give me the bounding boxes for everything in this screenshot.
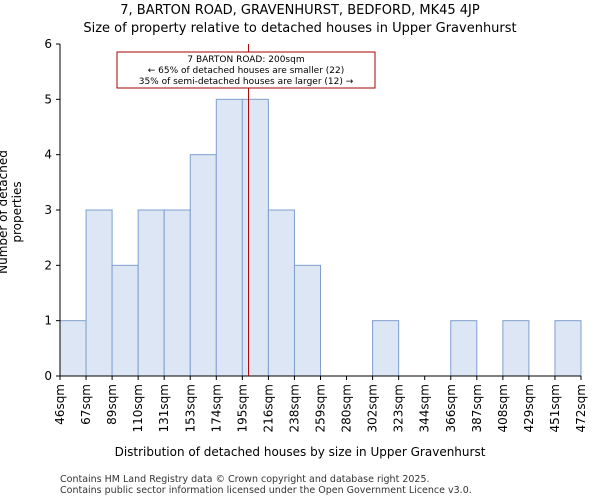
annotation-box: 7 BARTON ROAD: 200sqm ← 65% of detached … — [116, 51, 376, 89]
bar-174sqm — [215, 98, 243, 377]
x-tick-label: 89sqm — [105, 384, 119, 425]
footer: Contains HM Land Registry data © Crown c… — [60, 474, 472, 496]
x-tick-label: 280sqm — [340, 384, 354, 432]
y-tick-label: 4 — [44, 148, 52, 162]
bars-group — [59, 98, 582, 377]
x-tick-label: 153sqm — [183, 384, 197, 432]
bar-302sqm — [372, 320, 400, 377]
bar-46sqm — [59, 320, 87, 377]
x-tick-label: 451sqm — [548, 384, 562, 432]
x-tick-label: 302sqm — [366, 384, 380, 432]
x-tick-label: 110sqm — [131, 384, 145, 432]
x-tick-label: 195sqm — [235, 384, 249, 432]
chart-subtitle: Size of property relative to detached ho… — [83, 21, 517, 36]
bar-131sqm — [163, 209, 191, 377]
y-tick-label: 6 — [44, 37, 52, 51]
x-tick-label: 429sqm — [522, 384, 536, 432]
y-tick-label: 3 — [44, 203, 52, 217]
bar-408sqm — [502, 320, 530, 377]
x-tick-label: 387sqm — [470, 384, 484, 432]
x-tick-label: 67sqm — [79, 384, 93, 425]
footer-line-1: Contains HM Land Registry data © Crown c… — [60, 474, 430, 485]
x-tick-label: 216sqm — [261, 384, 275, 432]
x-tick-label: 174sqm — [209, 384, 223, 432]
bar-216sqm — [267, 209, 295, 377]
x-tick-label: 323sqm — [392, 384, 406, 432]
bar-153sqm — [189, 154, 217, 377]
bar-195sqm — [241, 98, 269, 377]
annotation-line-1: 7 BARTON ROAD: 200sqm — [187, 55, 304, 65]
bar-89sqm — [111, 264, 139, 377]
chart-title: 7, BARTON ROAD, GRAVENHURST, BEDFORD, MK… — [120, 3, 480, 18]
footer-line-2: Contains public sector information licen… — [60, 485, 472, 496]
x-axis: 46sqm 67sqm 89sqm 110sqm 131sqm 153sqm 174sqm 1… — [53, 375, 588, 432]
annotation-line-3: 35% of semi-detached houses are larger (… — [139, 77, 354, 87]
bar-366sqm — [450, 320, 478, 377]
y-axis: 0 1 2 3 4 5 6 — [44, 37, 61, 383]
y-tick-label: 1 — [44, 314, 52, 328]
bar-67sqm — [85, 209, 113, 377]
x-axis-label: Distribution of detached houses by size … — [114, 445, 486, 459]
x-tick-label: 366sqm — [444, 384, 458, 432]
annotation-line-2: ← 65% of detached houses are smaller (22… — [148, 66, 345, 76]
bar-451sqm — [554, 320, 582, 377]
y-tick-label: 5 — [44, 92, 52, 106]
x-tick-label: 131sqm — [157, 384, 171, 432]
x-tick-label: 259sqm — [314, 384, 328, 432]
y-tick-label: 0 — [44, 369, 52, 383]
x-tick-label: 46sqm — [53, 384, 67, 425]
y-tick-label: 2 — [44, 258, 52, 272]
annotation-border — [116, 51, 376, 89]
bar-238sqm — [293, 264, 322, 377]
x-tick-label: 344sqm — [418, 384, 432, 432]
x-tick-label: 408sqm — [496, 384, 510, 432]
x-tick-label: 472sqm — [574, 384, 588, 432]
bar-110sqm — [137, 209, 165, 377]
x-tick-label: 238sqm — [287, 384, 301, 432]
